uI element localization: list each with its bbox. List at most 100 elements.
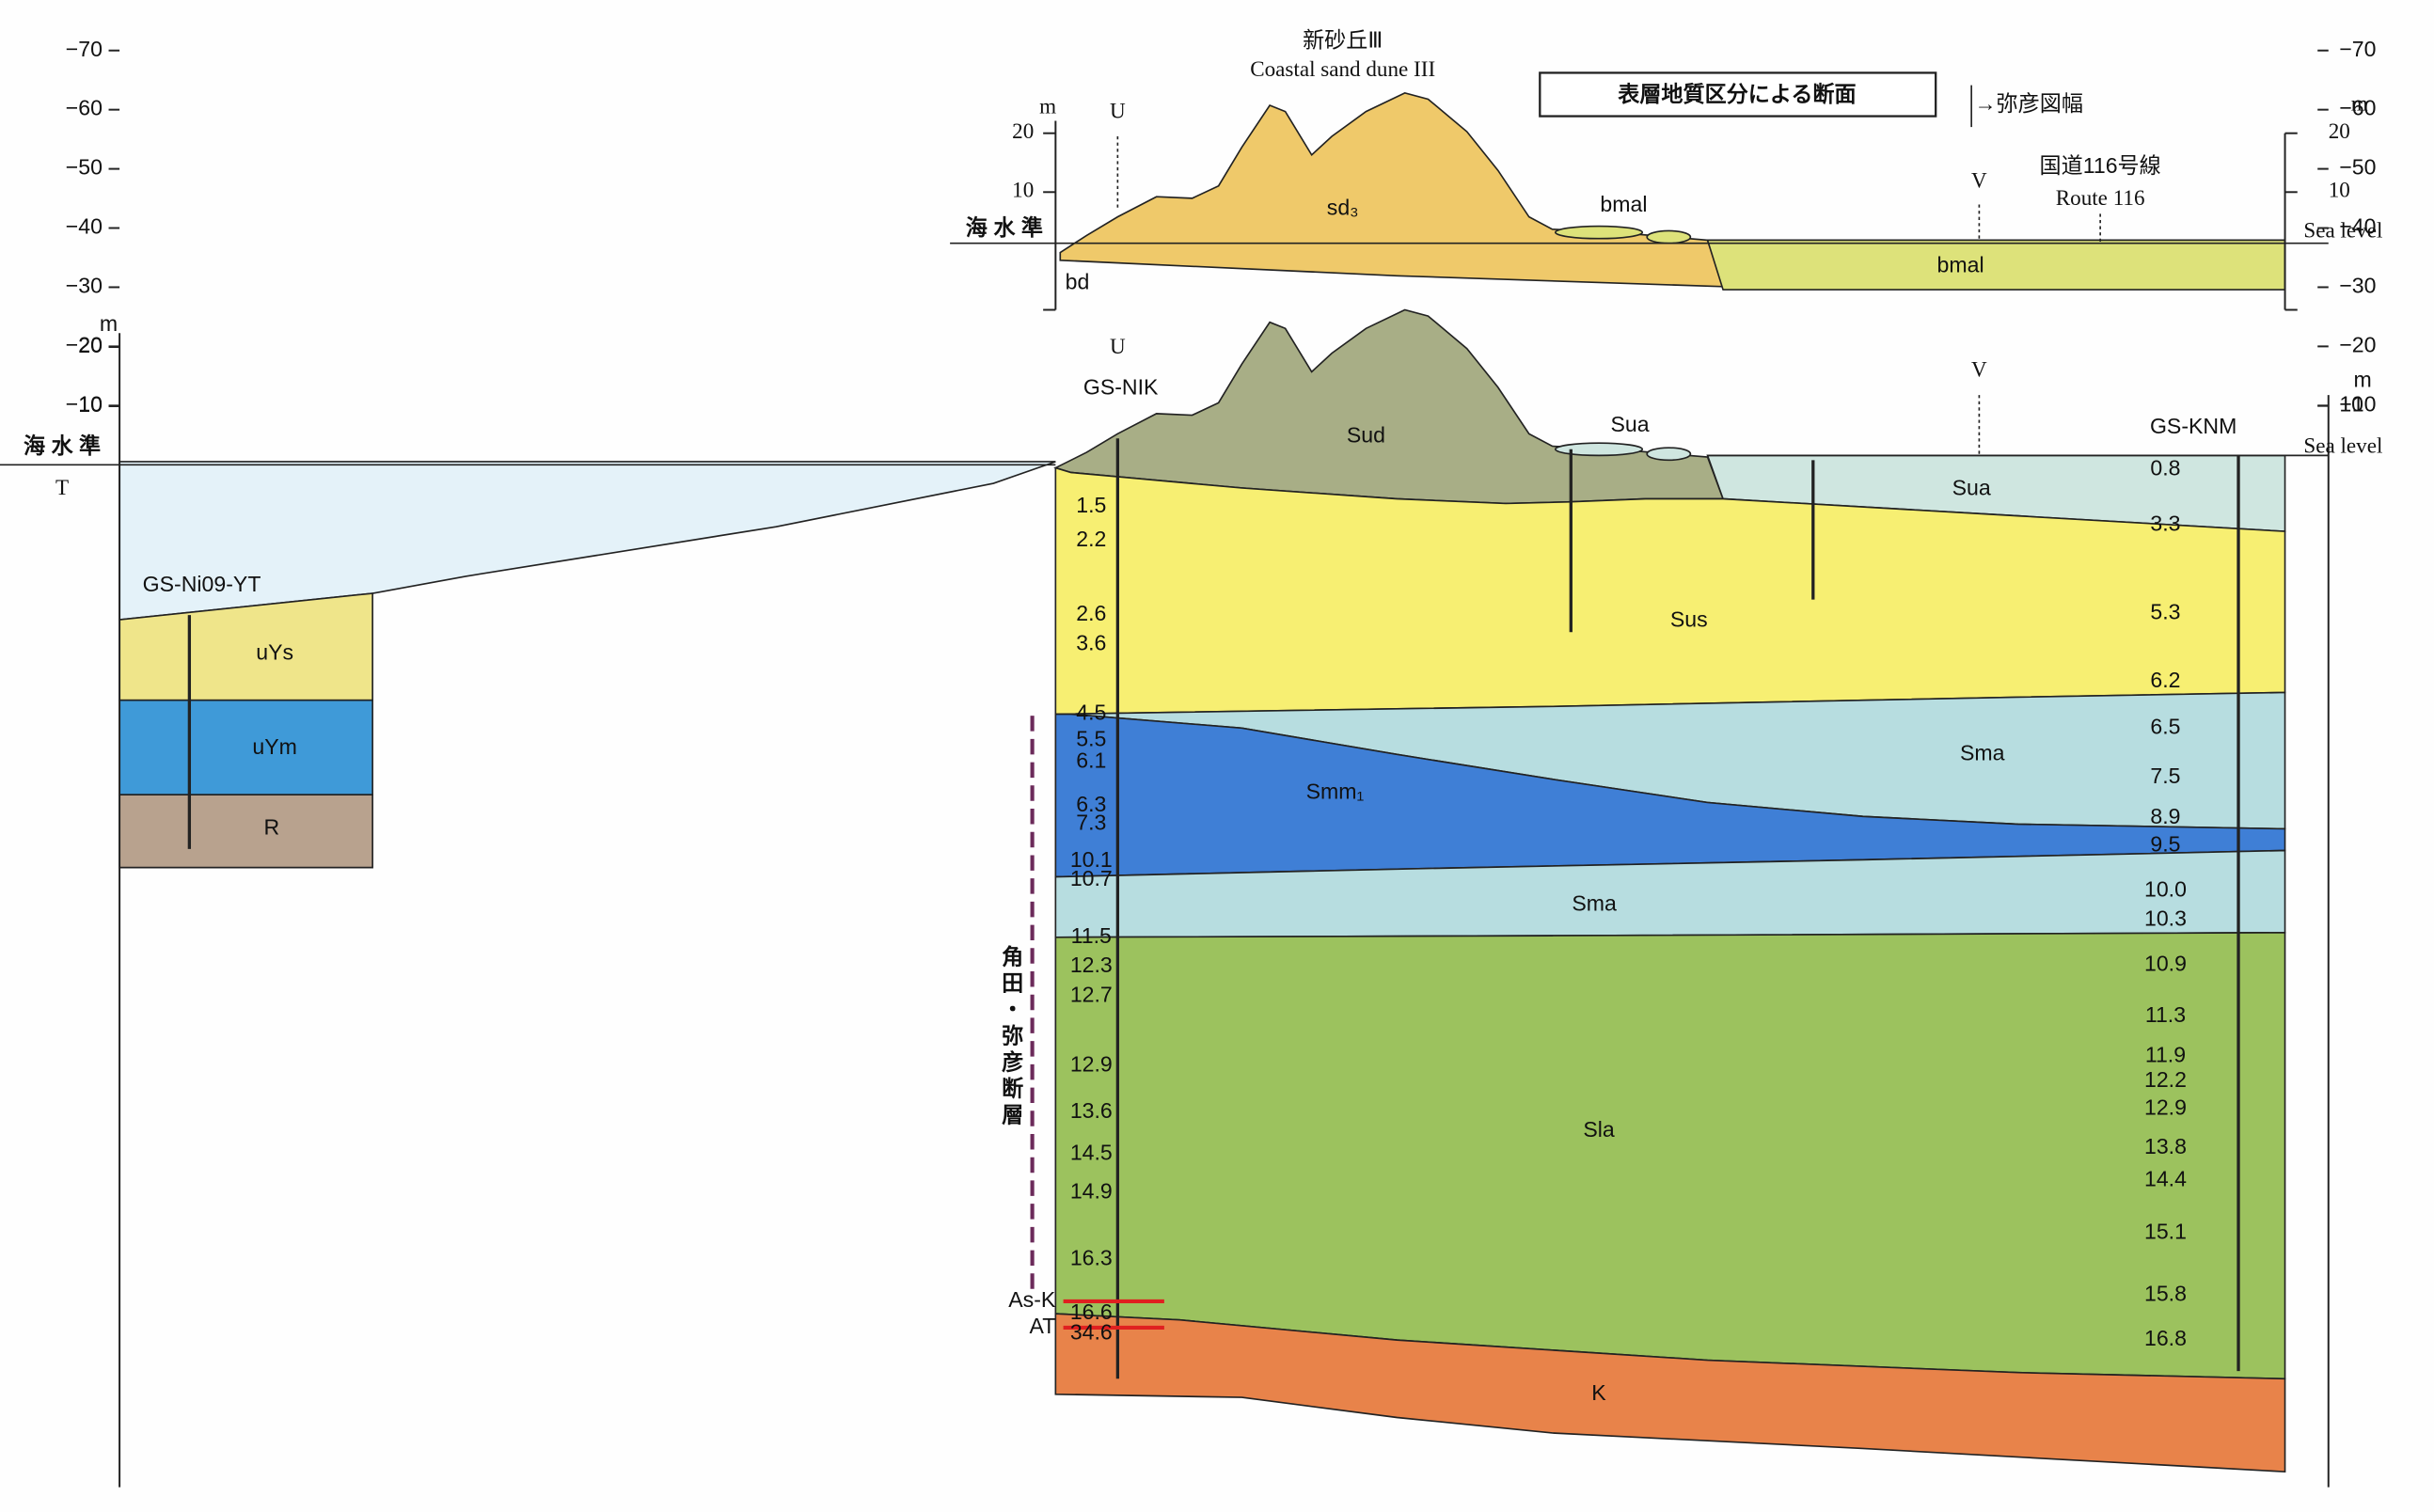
marker: U <box>1110 334 1126 358</box>
age-label: 3.6 <box>1076 630 1106 654</box>
axis-label: −40 <box>66 214 103 239</box>
age-label: 5.5 <box>1076 727 1106 751</box>
axis-label: −10 <box>66 391 103 416</box>
unit-label: bd <box>1066 270 1090 294</box>
axis-label: −80 <box>66 0 103 2</box>
borehole-label: GS-NIK <box>1083 375 1159 400</box>
age-label: 2.6 <box>1076 601 1106 625</box>
age-label: 10.0 <box>2144 876 2187 901</box>
unit-label: bmal <box>1600 192 1647 216</box>
axis-label: −70 <box>2339 37 2376 61</box>
axis-label: 10 <box>2329 178 2350 202</box>
borehole-label: GS-KNM <box>2150 414 2236 438</box>
axis-label: 20 <box>2329 118 2350 143</box>
axis-label: −30 <box>66 274 103 298</box>
unit-label: Sla <box>1583 1117 1615 1142</box>
age-label: 7.3 <box>1076 811 1106 835</box>
unit-label: uYs <box>256 639 293 664</box>
axis-label: −60 <box>2339 96 2376 120</box>
tephra-label: As-K <box>1008 1287 1056 1312</box>
age-label: 6.2 <box>2150 668 2180 692</box>
axis-label: −50 <box>2339 155 2376 180</box>
marker: U <box>1110 99 1126 123</box>
age-label: 3.3 <box>2150 512 2180 536</box>
unit-label: Sua <box>1610 412 1649 436</box>
dune-title: 新砂丘Ⅲ <box>1303 28 1383 53</box>
age-label: 12.7 <box>1070 982 1113 1006</box>
age-label: 7.5 <box>2150 764 2180 788</box>
unit-label: uYm <box>252 734 296 759</box>
uYm-unit <box>119 699 373 796</box>
age-label: 10.1 <box>1070 847 1113 872</box>
dune-title-en: Coastal sand dune III <box>1250 56 1435 81</box>
axis-label: −70 <box>66 37 103 61</box>
age-label: 0.8 <box>2150 455 2180 480</box>
unit-label: Sma <box>1960 740 2005 764</box>
age-label: 13.6 <box>1070 1098 1113 1123</box>
sea-level-label: 海 水 準 <box>966 215 1043 240</box>
age-label: 14.4 <box>2144 1167 2187 1191</box>
route-label-en: Route 116 <box>2056 185 2145 210</box>
age-label: 34.6 <box>1070 1320 1113 1345</box>
axis-label: −50 <box>66 155 103 180</box>
axis-label: −80 <box>2339 0 2376 2</box>
age-label: 14.9 <box>1070 1179 1113 1204</box>
unit-label: R <box>263 815 279 840</box>
age-label: 6.5 <box>2150 714 2180 738</box>
section-line-label: T <box>55 475 69 499</box>
age-label: 12.3 <box>1070 953 1113 977</box>
age-label: 6.1 <box>1076 748 1106 773</box>
axis-unit: m <box>100 311 118 336</box>
age-label: 14.5 <box>1070 1141 1113 1165</box>
Sua-lens <box>1646 447 1692 462</box>
borehole-label: GS-Ni09-YT <box>143 572 261 596</box>
bmal-unit <box>1706 239 2286 291</box>
route-label: 国道116号線 <box>2040 153 2161 178</box>
R-unit <box>119 794 373 869</box>
axis-label: −60 <box>66 96 103 120</box>
unit-label: K <box>1591 1380 1606 1405</box>
unit-label: Sud <box>1347 423 1385 448</box>
sheet-ref: →弥彦図幅 <box>1974 91 2083 116</box>
axis-unit: m <box>2351 90 2368 115</box>
age-label: 12.2 <box>2144 1067 2187 1092</box>
age-label: 16.3 <box>1070 1246 1113 1270</box>
axis-label: 20 <box>78 333 103 357</box>
age-label: 16.8 <box>2144 1326 2187 1350</box>
axis-label: −30 <box>2339 274 2376 298</box>
sea-level-label: Sea level <box>2303 433 2382 457</box>
fault-label: 角田・弥彦断層 <box>999 944 1024 1129</box>
unit-label: Sua <box>1952 476 1991 500</box>
sea-level-label: 海 水 準 <box>24 433 101 458</box>
age-label: 16.6 <box>1070 1299 1113 1324</box>
axis-label: −20 <box>66 332 103 356</box>
age-label: 11.5 <box>1071 923 1112 948</box>
axis-label: 10 <box>1012 178 1034 202</box>
age-label: 1.5 <box>1076 493 1106 517</box>
unit-label: Sma <box>1572 890 1617 915</box>
axis-label: −10 <box>2339 391 2376 416</box>
age-label: 4.5 <box>1076 701 1106 725</box>
age-label: 15.1 <box>2144 1220 2187 1244</box>
age-label: 10.9 <box>2144 952 2187 976</box>
age-label: 10.7 <box>1070 866 1113 890</box>
age-label: 11.9 <box>2145 1043 2186 1067</box>
bmal-lens <box>1646 229 1692 244</box>
Sla-unit <box>1054 931 2286 1380</box>
unit-label: bmal <box>1937 252 1984 276</box>
unit-label: Smm₁ <box>1306 780 1365 804</box>
unit-label: sd₃ <box>1327 196 1359 220</box>
tephra-label: AT <box>1030 1314 1056 1338</box>
age-label: 12.9 <box>1070 1052 1113 1077</box>
age-label: 6.3 <box>1076 792 1106 816</box>
age-label: 15.8 <box>2144 1281 2187 1305</box>
age-label: 13.8 <box>2144 1134 2187 1158</box>
Sua-lens <box>1554 442 1644 457</box>
axis-unit: m <box>1039 94 1056 118</box>
unit-label: Sus <box>1670 607 1708 632</box>
title-box <box>1539 71 1937 118</box>
age-label: 11.3 <box>2145 1002 2186 1027</box>
age-label: 5.3 <box>2150 600 2180 624</box>
